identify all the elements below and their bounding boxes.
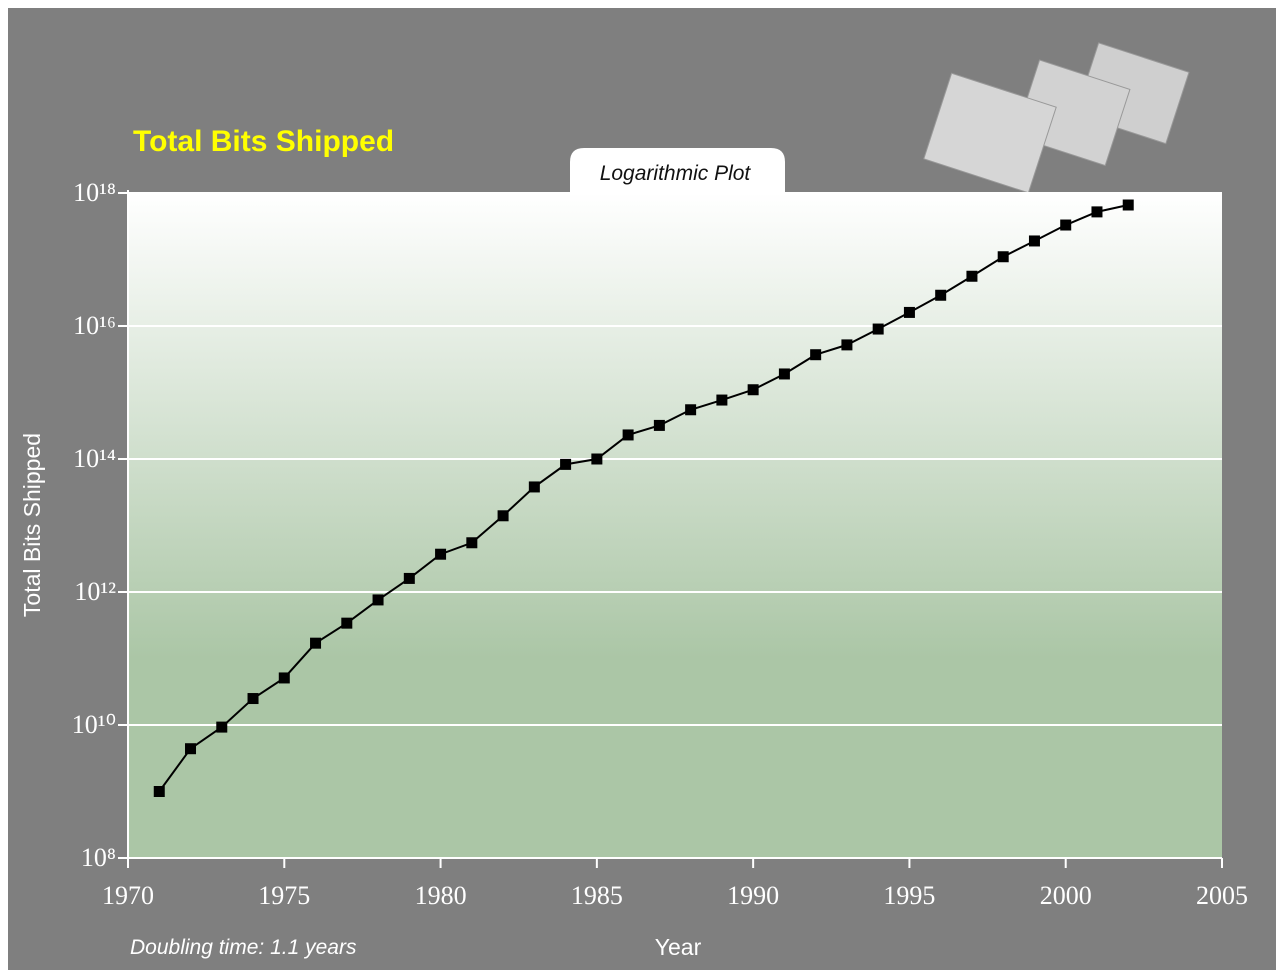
marker [653, 419, 665, 431]
marker [747, 384, 759, 396]
marker [778, 368, 790, 380]
x-tick-label: 2000 [1040, 881, 1092, 910]
marker [278, 672, 290, 684]
chip-decoration [923, 42, 1190, 194]
chart-title: Total Bits Shipped [133, 125, 394, 158]
marker [1060, 219, 1072, 231]
marker [997, 251, 1009, 263]
marker [716, 394, 728, 406]
subtitle-tab [570, 148, 785, 193]
marker [1028, 235, 1040, 247]
marker [1122, 199, 1134, 211]
y-tick-label: 10¹⁶ [73, 311, 116, 340]
x-tick-label: 1970 [102, 881, 154, 910]
marker [591, 453, 603, 465]
marker [841, 339, 853, 351]
marker [497, 510, 509, 522]
x-tick-label: 1995 [883, 881, 935, 910]
x-tick-label: 1975 [258, 881, 310, 910]
x-axis-label: Year [655, 934, 702, 960]
marker [1091, 206, 1103, 218]
annotation: Doubling time: 1.1 years [130, 936, 357, 959]
marker [872, 323, 884, 335]
marker [622, 429, 634, 441]
y-tick-label: 10⁸ [81, 843, 116, 872]
marker [935, 289, 947, 301]
marker [810, 349, 822, 361]
y-tick-label: 10¹⁰ [72, 710, 116, 739]
marker [685, 404, 697, 416]
marker [466, 537, 478, 549]
marker [247, 693, 259, 705]
marker [185, 743, 197, 755]
x-tick-label: 1990 [727, 881, 779, 910]
y-tick-label: 10¹² [74, 577, 116, 606]
marker [372, 594, 384, 606]
marker [216, 721, 228, 733]
x-tick-label: 1985 [571, 881, 623, 910]
subtitle: Logarithmic Plot [600, 162, 752, 185]
x-tick-label: 1980 [415, 881, 467, 910]
marker [528, 481, 540, 493]
marker [903, 306, 915, 318]
marker [560, 458, 572, 470]
marker [310, 637, 322, 649]
marker [966, 270, 978, 282]
y-tick-label: 10¹⁴ [73, 444, 116, 473]
marker [153, 786, 165, 797]
marker [403, 572, 415, 584]
y-axis-label: Total Bits Shipped [19, 433, 45, 617]
marker [341, 617, 353, 629]
plot-area [128, 193, 1222, 858]
x-tick-label: 2005 [1196, 881, 1248, 910]
marker [435, 548, 447, 560]
y-tick-label: 10¹⁸ [73, 178, 116, 207]
